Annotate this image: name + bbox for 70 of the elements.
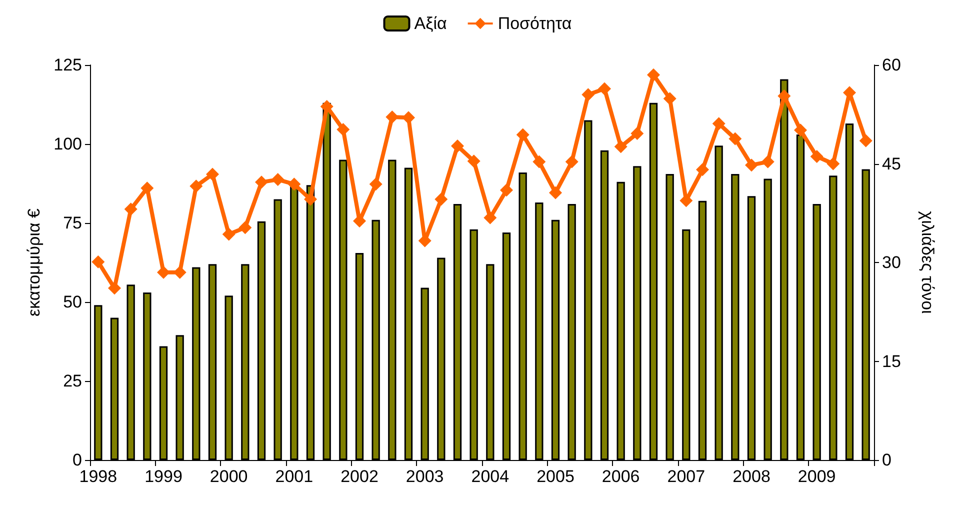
x-tick-label: 2004 (471, 467, 510, 486)
point (761, 155, 774, 168)
x-tick-label: 2009 (798, 467, 836, 486)
point (810, 150, 824, 164)
point (647, 68, 660, 82)
point (206, 168, 219, 181)
y-axis-title: εκατομμύρια € (24, 208, 44, 316)
point (549, 186, 562, 200)
point (484, 211, 497, 224)
point (826, 157, 840, 170)
y2-tick-label: 60 (882, 56, 901, 74)
point (157, 266, 170, 279)
legend-label: Ποσότητα (498, 14, 572, 33)
point (565, 155, 578, 168)
point (108, 282, 121, 295)
y2-tick-label: 45 (882, 154, 901, 174)
point (663, 92, 676, 106)
point (582, 88, 595, 102)
y2-tick-label: 15 (882, 352, 901, 371)
point (630, 126, 644, 140)
point (712, 117, 726, 130)
point (238, 221, 252, 234)
y-tick-label: 50 (63, 292, 82, 312)
point (173, 266, 186, 279)
y-tick-label: 100 (54, 134, 82, 154)
x-tick-label: 1999 (144, 467, 182, 486)
point (728, 132, 742, 146)
point (288, 178, 301, 191)
y2-tick-label: 30 (882, 253, 901, 272)
y-tick-label: 0 (72, 450, 82, 470)
y-tick-label: 125 (54, 56, 82, 74)
point (140, 182, 154, 195)
y2-tick-label: 0 (882, 450, 892, 470)
x-tick-label: 2003 (406, 467, 444, 486)
x-tick-label: 2002 (340, 467, 378, 486)
point (696, 163, 709, 176)
x-tick-label: 2006 (602, 467, 640, 486)
point (859, 134, 872, 148)
point (614, 140, 628, 154)
x-tick-label: 2005 (536, 467, 574, 486)
y-tick-label: 75 (63, 214, 82, 232)
point (124, 202, 138, 216)
point (369, 178, 382, 191)
point (222, 228, 236, 241)
point (190, 180, 203, 193)
point (532, 155, 546, 168)
point (598, 82, 611, 96)
point (255, 176, 268, 189)
point (402, 111, 415, 124)
point (386, 110, 399, 124)
x-tick-label: 2008 (732, 467, 770, 486)
legend-label: Αξία (414, 14, 447, 33)
point (500, 184, 513, 197)
point (320, 100, 334, 113)
point (794, 124, 807, 137)
point (745, 158, 758, 172)
x-tick-label: 1998 (79, 467, 118, 486)
point (336, 123, 350, 136)
point (434, 192, 448, 206)
point (467, 154, 480, 168)
point (451, 139, 464, 152)
point (304, 192, 317, 206)
point (516, 128, 530, 142)
point (92, 255, 105, 268)
x-tick-label: 2007 (667, 467, 706, 486)
point (271, 173, 284, 186)
y2-axis-title: χιλιάδες τόνοι (918, 211, 937, 314)
x-tick-label: 2001 (275, 467, 314, 486)
x-tick-label: 2000 (210, 467, 248, 486)
y-tick-label: 25 (63, 372, 82, 390)
